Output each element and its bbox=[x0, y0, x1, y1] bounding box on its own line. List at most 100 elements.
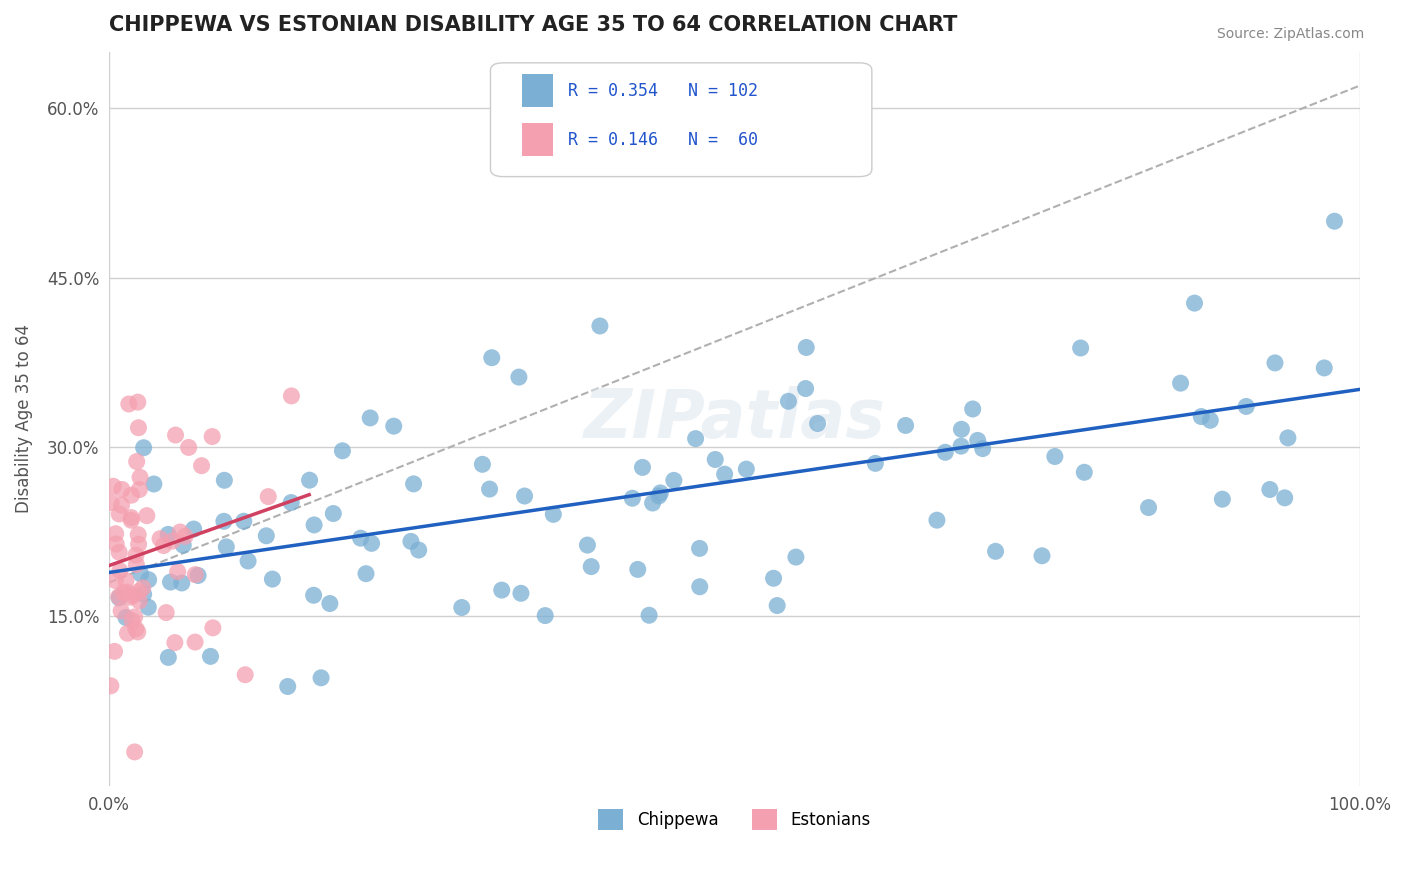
Estonians bbox=[107, 590, 129, 604]
Chippewa bbox=[1258, 483, 1281, 497]
Chippewa bbox=[1073, 465, 1095, 479]
Estonians bbox=[115, 574, 138, 588]
Chippewa bbox=[576, 538, 599, 552]
Chippewa bbox=[481, 351, 503, 365]
Chippewa bbox=[794, 382, 817, 396]
Chippewa bbox=[132, 587, 155, 601]
Chippewa bbox=[319, 597, 342, 611]
Chippewa bbox=[579, 559, 602, 574]
Chippewa bbox=[806, 417, 828, 431]
Chippewa bbox=[950, 439, 973, 453]
Chippewa bbox=[402, 476, 425, 491]
Estonians bbox=[128, 537, 150, 551]
Chippewa bbox=[627, 562, 650, 576]
Chippewa bbox=[689, 541, 711, 556]
Estonians bbox=[280, 389, 302, 403]
Chippewa bbox=[214, 473, 236, 487]
Estonians bbox=[201, 621, 224, 635]
Chippewa bbox=[685, 432, 707, 446]
Estonians bbox=[121, 589, 143, 603]
Chippewa bbox=[713, 467, 735, 482]
Chippewa bbox=[187, 568, 209, 582]
Estonians bbox=[177, 441, 200, 455]
Chippewa bbox=[508, 370, 530, 384]
Chippewa bbox=[1137, 500, 1160, 515]
Chippewa bbox=[236, 554, 259, 568]
Estonians bbox=[118, 591, 141, 605]
Chippewa bbox=[962, 402, 984, 417]
Chippewa bbox=[1211, 492, 1233, 507]
Chippewa bbox=[172, 538, 194, 552]
Estonians bbox=[120, 510, 142, 524]
Estonians bbox=[110, 498, 132, 512]
Chippewa bbox=[650, 486, 672, 500]
Chippewa bbox=[1323, 214, 1346, 228]
Chippewa bbox=[332, 443, 354, 458]
Chippewa bbox=[309, 671, 332, 685]
Chippewa bbox=[621, 491, 644, 506]
Estonians bbox=[112, 586, 135, 600]
Estonians bbox=[135, 508, 157, 523]
Estonians bbox=[125, 454, 148, 468]
Estonians bbox=[128, 483, 150, 497]
Chippewa bbox=[183, 522, 205, 536]
Estonians bbox=[127, 527, 149, 541]
Estonians bbox=[100, 495, 122, 509]
Chippewa bbox=[794, 341, 817, 355]
Chippewa bbox=[157, 650, 180, 665]
Chippewa bbox=[704, 452, 727, 467]
Chippewa bbox=[823, 101, 845, 115]
Chippewa bbox=[322, 507, 344, 521]
Chippewa bbox=[212, 514, 235, 528]
Estonians bbox=[174, 529, 197, 543]
Estonians bbox=[129, 470, 152, 484]
Estonians bbox=[184, 635, 207, 649]
Chippewa bbox=[349, 531, 371, 545]
Chippewa bbox=[925, 513, 948, 527]
Chippewa bbox=[785, 550, 807, 565]
Estonians bbox=[233, 667, 256, 681]
Estonians bbox=[127, 421, 149, 435]
Chippewa bbox=[450, 600, 472, 615]
Estonians bbox=[118, 397, 141, 411]
Estonians bbox=[103, 644, 125, 658]
Chippewa bbox=[1234, 400, 1257, 414]
Estonians bbox=[165, 428, 187, 442]
Chippewa bbox=[766, 599, 789, 613]
Chippewa bbox=[984, 544, 1007, 558]
Estonians bbox=[201, 429, 224, 443]
Text: CHIPPEWA VS ESTONIAN DISABILITY AGE 35 TO 64 CORRELATION CHART: CHIPPEWA VS ESTONIAN DISABILITY AGE 35 T… bbox=[110, 15, 957, 35]
Chippewa bbox=[534, 608, 557, 623]
Chippewa bbox=[280, 495, 302, 509]
Chippewa bbox=[142, 477, 165, 491]
Chippewa bbox=[1189, 409, 1212, 424]
Estonians bbox=[190, 458, 212, 473]
Estonians bbox=[125, 558, 148, 572]
Chippewa bbox=[966, 434, 988, 448]
Estonians bbox=[152, 539, 174, 553]
Chippewa bbox=[950, 422, 973, 436]
Chippewa bbox=[1277, 431, 1299, 445]
Estonians bbox=[127, 395, 149, 409]
Chippewa bbox=[277, 680, 299, 694]
Chippewa bbox=[138, 573, 160, 587]
Chippewa bbox=[778, 394, 800, 409]
Chippewa bbox=[513, 489, 536, 503]
Estonians bbox=[127, 624, 149, 639]
Chippewa bbox=[170, 576, 193, 591]
Chippewa bbox=[399, 534, 422, 549]
Chippewa bbox=[136, 600, 159, 615]
Chippewa bbox=[543, 508, 565, 522]
Chippewa bbox=[735, 462, 758, 476]
Chippewa bbox=[641, 496, 664, 510]
Estonians bbox=[120, 488, 142, 502]
Estonians bbox=[163, 635, 186, 649]
Chippewa bbox=[638, 608, 661, 623]
Chippewa bbox=[215, 540, 238, 554]
Estonians bbox=[108, 507, 131, 521]
Chippewa bbox=[865, 456, 887, 470]
Chippewa bbox=[200, 649, 222, 664]
Estonians bbox=[104, 574, 127, 588]
Estonians bbox=[125, 548, 148, 562]
Chippewa bbox=[1043, 450, 1066, 464]
